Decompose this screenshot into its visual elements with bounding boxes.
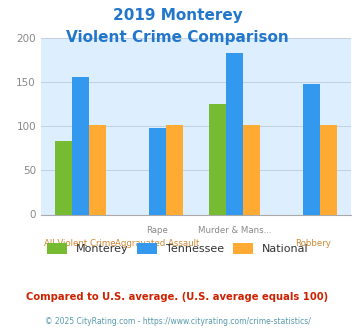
Bar (243, 125, 260, 214)
Legend: Monterey, Tennessee, National: Monterey, Tennessee, National (42, 239, 313, 258)
Bar (320, 125, 337, 214)
Bar (166, 125, 183, 214)
Bar (55, 141, 72, 214)
Text: 2019 Monterey: 2019 Monterey (113, 8, 242, 23)
Text: All Violent Crime: All Violent Crime (44, 239, 115, 248)
Bar (304, 84, 320, 214)
Text: Violent Crime Comparison: Violent Crime Comparison (66, 30, 289, 45)
Text: Rape: Rape (146, 226, 168, 235)
Bar (72, 77, 89, 214)
Text: Aggravated Assault: Aggravated Assault (115, 239, 200, 248)
Text: © 2025 CityRating.com - https://www.cityrating.com/crime-statistics/: © 2025 CityRating.com - https://www.city… (45, 317, 310, 326)
Bar (149, 128, 166, 214)
Text: Murder & Mans...: Murder & Mans... (198, 226, 272, 235)
Bar (226, 53, 243, 214)
Bar (209, 104, 226, 214)
Text: Compared to U.S. average. (U.S. average equals 100): Compared to U.S. average. (U.S. average … (26, 292, 329, 302)
Bar (89, 125, 106, 214)
Text: Robbery: Robbery (295, 239, 331, 248)
